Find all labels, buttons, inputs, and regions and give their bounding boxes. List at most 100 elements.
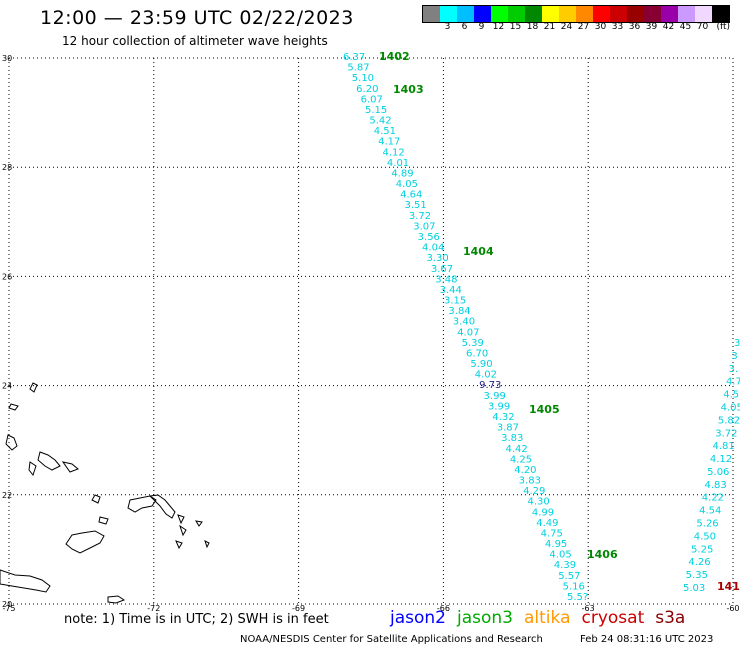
swh-value: 4.07: [457, 327, 479, 338]
island-outline: [8, 403, 19, 411]
colorbar-label: 12: [492, 22, 505, 32]
lat-tick-label: 20: [2, 600, 12, 609]
colorbar-label: 6: [461, 22, 468, 32]
legend-entry-jason2: jason2: [390, 608, 446, 628]
swh-value: 9.73: [479, 380, 501, 391]
legend-entry-cryosat: cryosat: [581, 608, 645, 628]
swh-value: 3.56: [418, 232, 440, 243]
island-outline: [98, 516, 109, 525]
swh-value: 4.83: [704, 480, 726, 491]
colorbar-swatch: [508, 6, 525, 22]
colorbar-label: 24: [560, 22, 573, 32]
swh-value: 3.99: [484, 391, 506, 402]
swh-value: 4.54: [699, 506, 721, 517]
swh-value: 4.75: [541, 528, 563, 539]
colorbar-swatch: [627, 6, 644, 22]
colorbar-swatch: [457, 6, 474, 22]
pass-time-label: 1406: [587, 548, 618, 561]
swh-value: 5.03: [683, 583, 705, 594]
swh-value: 4.17: [378, 137, 400, 148]
colorbar-swatch: [678, 6, 695, 22]
lon-tick-label: -75: [2, 604, 15, 613]
swh-value: 4.02: [475, 370, 497, 381]
swh-value: 4.05: [396, 179, 418, 190]
colorbar-swatch: [610, 6, 627, 22]
swh-value: 3.44: [440, 285, 462, 296]
colorbar-label: 27: [577, 22, 590, 32]
colorbar-swatch: [542, 6, 559, 22]
lat-tick-label: 30: [2, 54, 12, 63]
colorbar-swatch: [491, 6, 508, 22]
pass-time-label: 1402: [379, 50, 410, 63]
island-outline: [179, 524, 187, 537]
island-outline: [175, 540, 183, 550]
island-outline: [37, 451, 61, 471]
legend-entry-s3a: s3a: [655, 608, 686, 628]
map-title: 12:00 — 23:59 UTC 02/22/2023: [40, 7, 354, 29]
colorbar-swatch: [695, 6, 712, 22]
lon-tick-label: -66: [437, 604, 450, 613]
swh-value: 3.99: [488, 401, 510, 412]
swh-value: 4.05: [549, 550, 571, 561]
pass-time-label: 1403: [393, 83, 424, 96]
swh-value: 5.82: [718, 415, 740, 426]
swh-value: 4.89: [391, 168, 413, 179]
swh-value: 4.5: [723, 390, 739, 401]
swh-value: 5.35: [686, 570, 708, 581]
swh-value: 4.26: [688, 557, 710, 568]
swh-value: 3.40: [453, 317, 475, 328]
colorbar-label: 39: [645, 22, 658, 32]
swh-value: 4.81: [713, 441, 735, 452]
lon-tick-label: -69: [292, 604, 305, 613]
swh-value: 6.20: [356, 84, 378, 95]
lat-tick-label: 28: [2, 163, 12, 172]
swh-value: 4.25: [510, 454, 532, 465]
swh-value: 5.16: [563, 581, 585, 592]
swh-value: 5.15: [365, 105, 387, 116]
swh-value: 3.: [729, 364, 739, 375]
colorbar-labels: 3 6 9 12 15 18 21 24 27 30 33 36 39 42 45 70: [422, 22, 728, 34]
swh-value: 6.07: [361, 94, 383, 105]
island-outline: [107, 595, 126, 604]
colorbar-swatch: [576, 6, 593, 22]
swh-value: 3.84: [448, 306, 470, 317]
colorbar-label: 21: [543, 22, 556, 32]
colorbar-swatch: [712, 6, 729, 22]
swh-value: 4.95: [545, 539, 567, 550]
colorbar-swatch: [661, 6, 678, 22]
island-outline: [65, 530, 105, 554]
island-outline: [148, 494, 176, 519]
coastlines: [0, 382, 210, 604]
swh-value: 5.57: [558, 571, 580, 582]
colorbar-label: 45: [679, 22, 692, 32]
altimeter-tracks: 6.375.875.106.206.075.155.424.514.174.12…: [343, 50, 740, 603]
swh-value: 4.30: [527, 497, 549, 508]
swh-value: 6.70: [466, 348, 488, 359]
swh-value: 3: [731, 351, 737, 362]
swh-value: 5.5?: [567, 592, 588, 603]
island-outline: [91, 494, 101, 504]
credit-text: NOAA/NESDIS Center for Satellite Applica…: [240, 634, 543, 645]
lon-tick-label: -60: [726, 604, 739, 613]
swh-value: 3.72: [715, 428, 737, 439]
island-outline: [61, 461, 79, 473]
island-outline: [0, 569, 51, 593]
pass-time-label: 141: [717, 580, 740, 593]
swh-value: 3.72: [409, 211, 431, 222]
colorbar-label: 70: [696, 22, 709, 32]
colorbar-label: 9: [478, 22, 485, 32]
swh-value: 3.15: [444, 296, 466, 307]
swh-value: 4.99: [532, 507, 554, 518]
swh-value: 6.37: [343, 52, 365, 63]
swh-value: 4.12: [383, 147, 405, 158]
swh-value: 5.90: [470, 359, 492, 370]
lat-tick-label: 24: [2, 382, 12, 391]
colorbar-label: 18: [526, 22, 539, 32]
colorbar-swatch: [593, 6, 610, 22]
swh-value: 4.32: [492, 412, 514, 423]
swh-value: 5.25: [691, 544, 713, 555]
island-outline: [177, 514, 185, 525]
swh-value: 5.26: [696, 519, 718, 530]
swh-value: 4.7: [726, 377, 740, 388]
